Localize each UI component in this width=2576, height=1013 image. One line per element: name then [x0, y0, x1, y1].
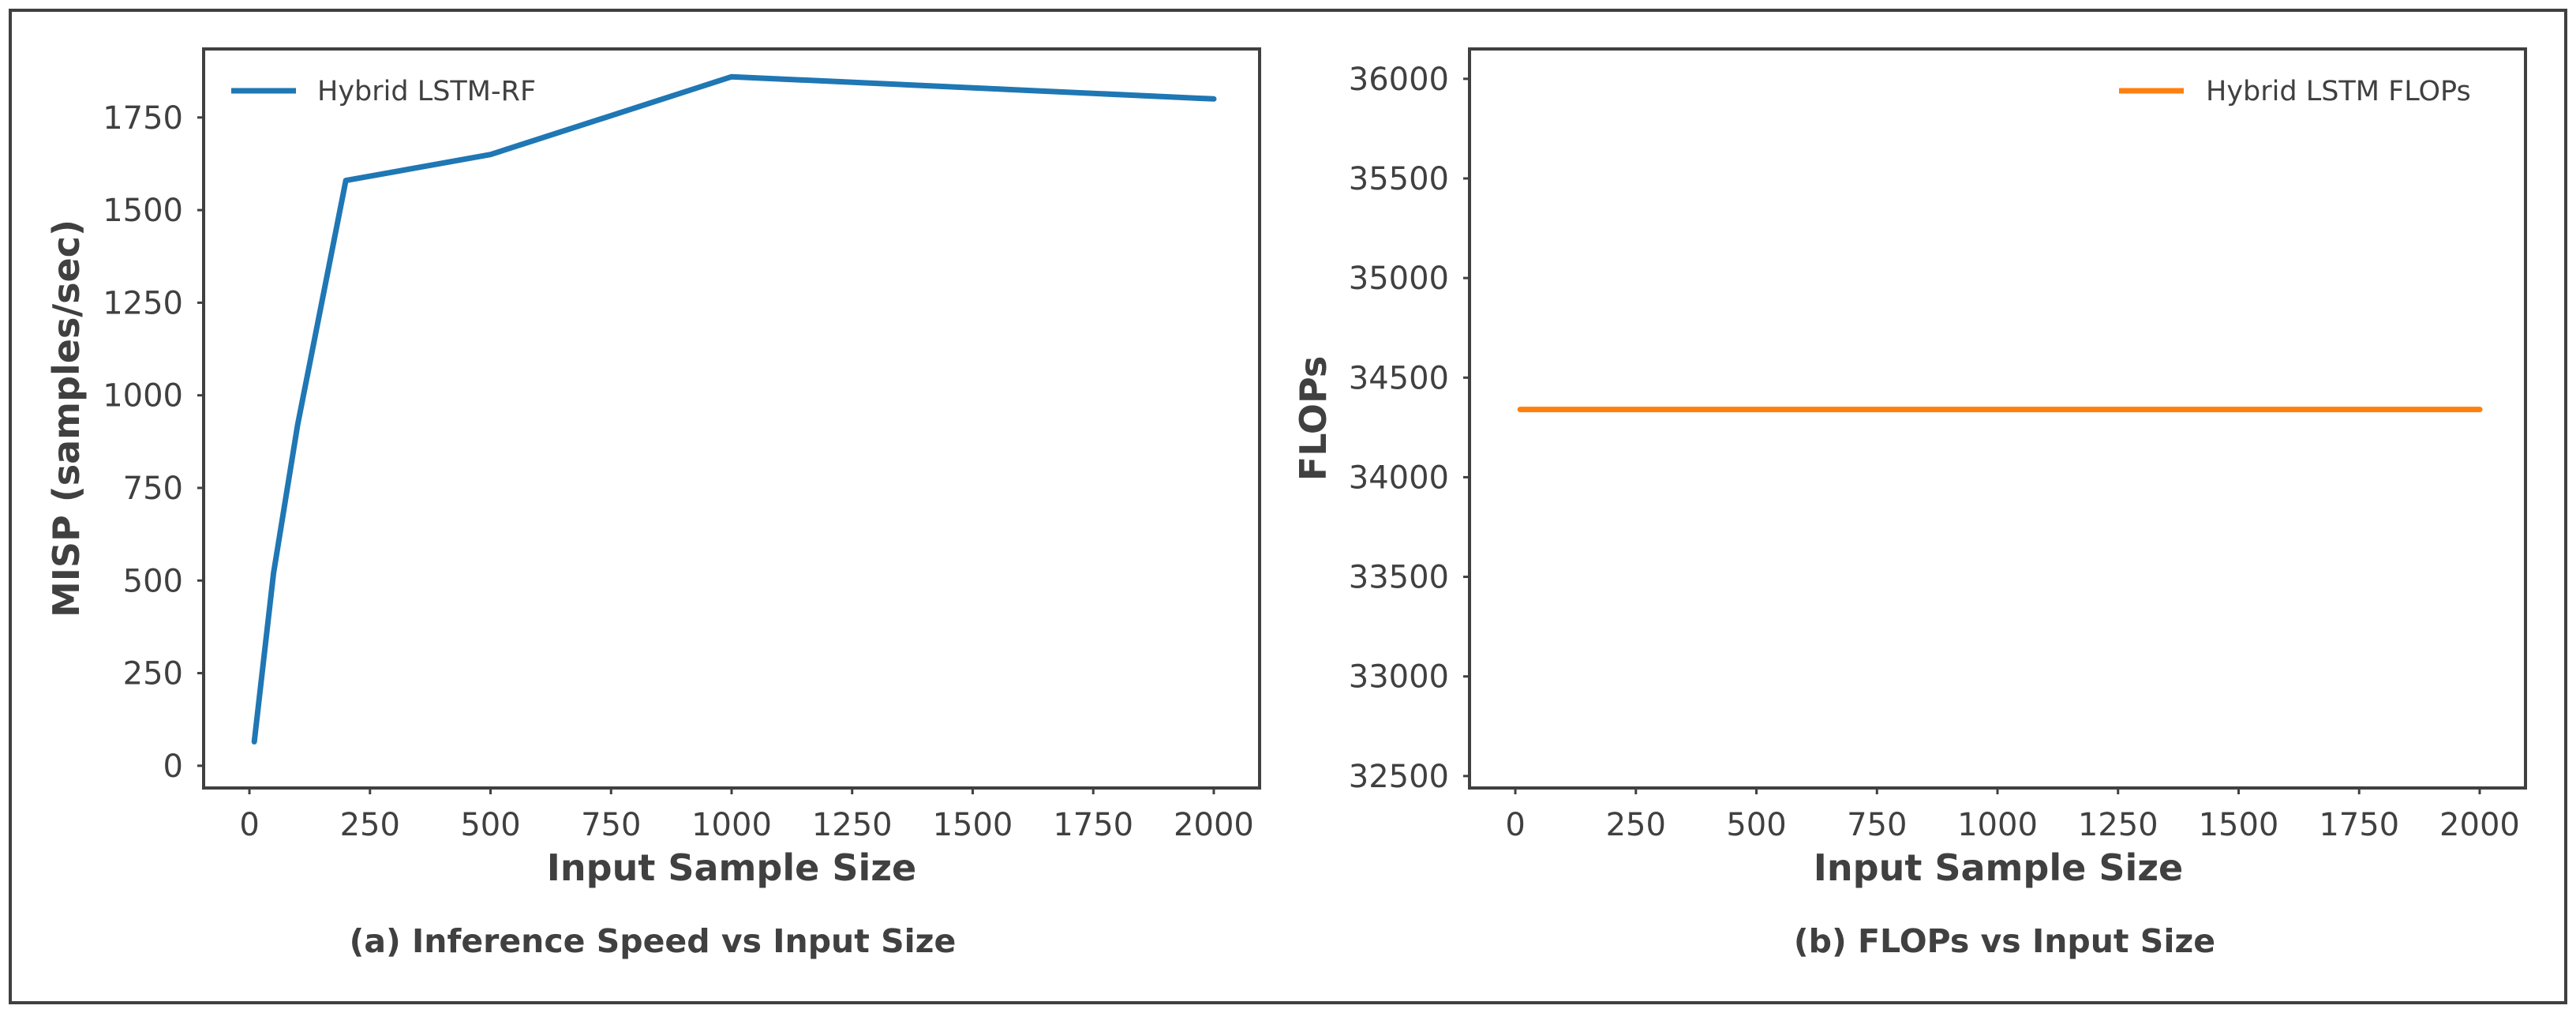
panel-a-x-ticks: 0 250 500 750 1000 1250 1500 1750 2000: [239, 788, 1254, 843]
panel-a-series: [251, 73, 1217, 745]
x-tick-label: 1000: [691, 807, 772, 843]
y-tick-label: 35500: [1349, 161, 1449, 197]
x-tick-label: 750: [581, 807, 641, 843]
y-tick-label: 500: [123, 563, 183, 599]
panel-a-x-axis-label: Input Sample Size: [547, 846, 916, 889]
x-tick-label: 250: [340, 807, 400, 843]
figure-border: [9, 9, 2567, 1004]
y-tick-label: 750: [123, 471, 183, 507]
y-tick-label: 35000: [1349, 261, 1449, 297]
x-tick-label: 1750: [2319, 807, 2399, 843]
y-tick-label: 34000: [1349, 460, 1449, 496]
x-tick-label: 1500: [2199, 807, 2279, 843]
x-tick-label: 2000: [2439, 807, 2520, 843]
x-tick-label: 0: [1505, 807, 1525, 843]
y-tick-label: 1000: [103, 378, 183, 415]
panel-b-flops: 32500 33000 33500 34000 34500 35000 35500 36000…: [1292, 47, 2527, 960]
x-tick-label: 1750: [1053, 807, 1133, 843]
panel-b-y-ticks: 32500 33000 33500 34000 34500 35000 35500 36000: [1349, 62, 1470, 795]
panel-b-x-ticks: 0 250 500 750 1000 1250 1500 1750 2000: [1505, 788, 2520, 843]
panel-b-y-axis-label: FLOPs: [1292, 356, 1335, 481]
x-tick-label: 500: [1726, 807, 1786, 843]
x-tick-label: 1000: [1957, 807, 2038, 843]
panel-a-inference-speed: 0 250 500 750 1000 1250 1500 1750 0 250 500 750 100…: [45, 47, 1261, 960]
x-tick-label: 2000: [1174, 807, 1254, 843]
y-tick-label: 32500: [1349, 759, 1449, 795]
y-tick-label: 34500: [1349, 360, 1449, 396]
panel-a-caption: (a) Inference Speed vs Input Size: [350, 922, 957, 960]
y-tick-label: 1250: [103, 285, 183, 321]
panel-a-y-axis-label: MISP (samples/sec): [45, 219, 88, 617]
y-tick-label: 0: [163, 748, 183, 785]
legend-label-hybrid-lstm-rf: Hybrid LSTM-RF: [317, 76, 536, 107]
y-tick-label: 33000: [1349, 659, 1449, 696]
y-tick-label: 250: [123, 656, 183, 692]
panel-b-legend: Hybrid LSTM FLOPs: [2119, 76, 2471, 107]
y-tick-label: 33500: [1349, 560, 1449, 596]
legend-label-hybrid-lstm-flops: Hybrid LSTM FLOPs: [2206, 76, 2471, 107]
x-tick-label: 750: [1847, 807, 1907, 843]
y-tick-label: 1500: [103, 193, 183, 229]
x-tick-label: 1500: [933, 807, 1013, 843]
x-tick-label: 500: [460, 807, 520, 843]
panel-b-caption: (b) FLOPs vs Input Size: [1794, 922, 2215, 960]
panel-b-x-axis-label: Input Sample Size: [1814, 846, 2183, 889]
x-tick-label: 0: [239, 807, 259, 843]
x-tick-label: 1250: [2078, 807, 2159, 843]
x-tick-label: 1250: [812, 807, 893, 843]
y-tick-label: 1750: [103, 100, 183, 137]
x-tick-label: 250: [1606, 807, 1666, 843]
panel-a-legend: Hybrid LSTM-RF: [231, 76, 536, 107]
panel-a-y-ticks: 0 250 500 750 1000 1250 1500 1750: [103, 100, 204, 785]
y-tick-label: 36000: [1349, 62, 1449, 98]
